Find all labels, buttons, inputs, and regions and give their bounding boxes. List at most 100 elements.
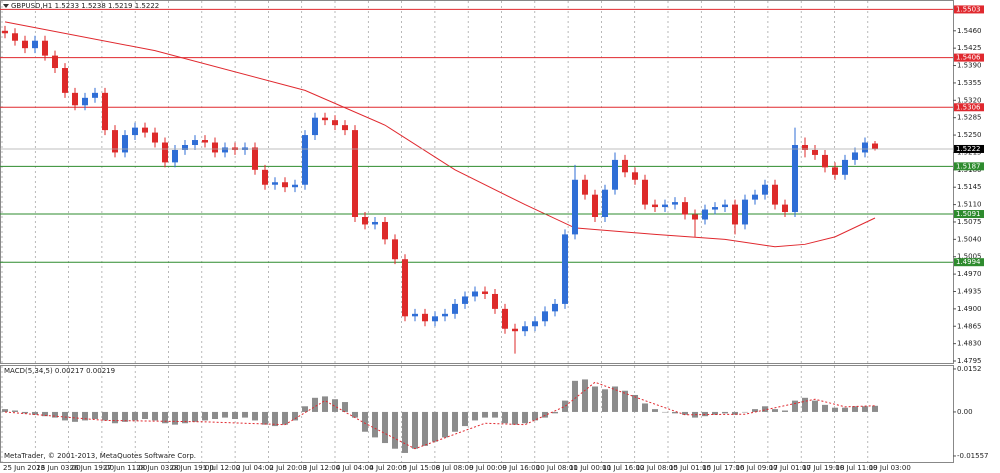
x-tick-label: 26 Jun 19:00 — [70, 464, 114, 472]
candle-body — [102, 92, 108, 131]
candle-body — [422, 313, 428, 322]
histogram-bar — [872, 405, 878, 412]
candle-body — [162, 142, 168, 163]
histogram-bar — [352, 411, 358, 418]
histogram-bar — [172, 411, 178, 425]
candle-body — [692, 214, 698, 220]
histogram-bar — [742, 411, 748, 413]
x-tick-label: 4 Jul 04:00 — [336, 464, 374, 472]
candle-body — [302, 135, 308, 185]
x-tick-label: 27 Jun 11:00 — [103, 464, 147, 472]
x-tick-label: 11 Jul 16:00 — [602, 464, 644, 472]
histogram-bar — [132, 411, 138, 421]
level-label: 1.4994 — [956, 258, 981, 266]
candle-body — [832, 167, 838, 175]
x-tick-label: 18 Jul 11:00 — [836, 464, 878, 472]
candle-body — [382, 221, 388, 240]
candle-body — [812, 149, 818, 155]
histogram-bar — [592, 386, 598, 412]
candle-body — [562, 234, 568, 304]
level-tag — [954, 162, 984, 171]
x-tick-label: 1 Jul 12:00 — [203, 464, 241, 472]
candle-body — [312, 117, 318, 136]
histogram-bar — [692, 411, 698, 418]
level-tag — [954, 53, 984, 62]
histogram-bar — [72, 411, 78, 422]
x-tick-label: 15 Jul 17:00 — [702, 464, 744, 472]
histogram-bar — [812, 400, 818, 412]
candle-body — [792, 145, 798, 213]
histogram-bar — [652, 409, 658, 412]
candle-body — [522, 326, 528, 332]
histogram-bar — [642, 403, 648, 412]
candle-body — [462, 296, 468, 304]
x-tick-label: 2 Jul 20:00 — [269, 464, 307, 472]
histogram-bar — [222, 411, 228, 418]
x-tick-label: 25 Jun 2013 — [3, 464, 45, 472]
histogram-bar — [292, 411, 298, 421]
candle-body — [272, 182, 278, 185]
histogram-bar — [322, 396, 328, 412]
y-tick-label: 0.00 — [957, 408, 973, 416]
candle-body — [722, 204, 728, 208]
x-tick-label: 8 Jul 08:00 — [436, 464, 474, 472]
candle-body — [132, 127, 138, 136]
histogram-bar — [662, 411, 668, 413]
candle-body — [322, 117, 328, 121]
candle-body — [182, 145, 188, 150]
x-tick-label: 2 Jul 04:00 — [236, 464, 274, 472]
histogram-bar — [422, 411, 428, 446]
histogram-bar — [512, 411, 518, 425]
histogram-bar — [442, 411, 448, 438]
candle-body — [702, 209, 708, 220]
y-tick-label: 1.4900 — [957, 305, 982, 313]
histogram-bar — [782, 410, 788, 412]
histogram-bar — [162, 411, 168, 424]
histogram-bar — [392, 411, 398, 449]
copyright: MetaTrader, © 2001-2013, MetaQuotes Soft… — [4, 452, 196, 460]
y-tick-label: 1.4795 — [957, 357, 982, 365]
histogram-bar — [472, 411, 478, 421]
x-tick-label: 10 Jul 08:00 — [536, 464, 578, 472]
candle-body — [82, 97, 88, 106]
candle-body — [142, 127, 148, 133]
histogram-bar — [562, 400, 568, 412]
histogram-bar — [102, 411, 108, 421]
candle-body — [872, 143, 878, 149]
histogram-bar — [452, 411, 458, 432]
candle-body — [572, 179, 578, 235]
candle-body — [222, 147, 228, 153]
x-tick-label: 28 Jun 19:00 — [170, 464, 214, 472]
x-tick-label: 9 Jul 16:00 — [503, 464, 541, 472]
candle-body — [412, 313, 418, 317]
histogram-bar — [522, 411, 528, 424]
histogram-bar — [622, 390, 628, 412]
x-tick-label: 4 Jul 20:00 — [369, 464, 407, 472]
y-tick-label: -0.01557 — [957, 452, 988, 460]
candle-body — [612, 159, 618, 190]
candle-body — [42, 40, 48, 56]
histogram-bar — [342, 402, 348, 412]
histogram-bar — [552, 411, 558, 414]
price-panel — [0, 0, 954, 364]
histogram-bar — [402, 411, 408, 453]
histogram-bar — [192, 411, 198, 422]
y-tick-label: 1.5110 — [957, 201, 982, 209]
histogram-bar — [832, 407, 838, 412]
candle-body — [202, 140, 208, 143]
histogram-bar — [112, 411, 118, 424]
histogram-bar — [702, 411, 708, 417]
candle-body — [862, 142, 868, 153]
x-tick-label: 12 Jul 08:00 — [636, 464, 678, 472]
histogram-bar — [92, 411, 98, 420]
histogram-bar — [502, 411, 508, 424]
candle-body — [652, 204, 658, 208]
candle-body — [822, 154, 828, 168]
histogram-bar — [12, 410, 18, 412]
level-label: 1.5406 — [956, 54, 981, 62]
histogram-bar — [252, 411, 258, 421]
chart-title: GBPUSD,H1 1.5233 1.5238 1.5219 1.5222 — [11, 2, 159, 10]
histogram-bar — [142, 411, 148, 420]
candle-body — [282, 182, 288, 188]
histogram-bar — [492, 411, 498, 418]
